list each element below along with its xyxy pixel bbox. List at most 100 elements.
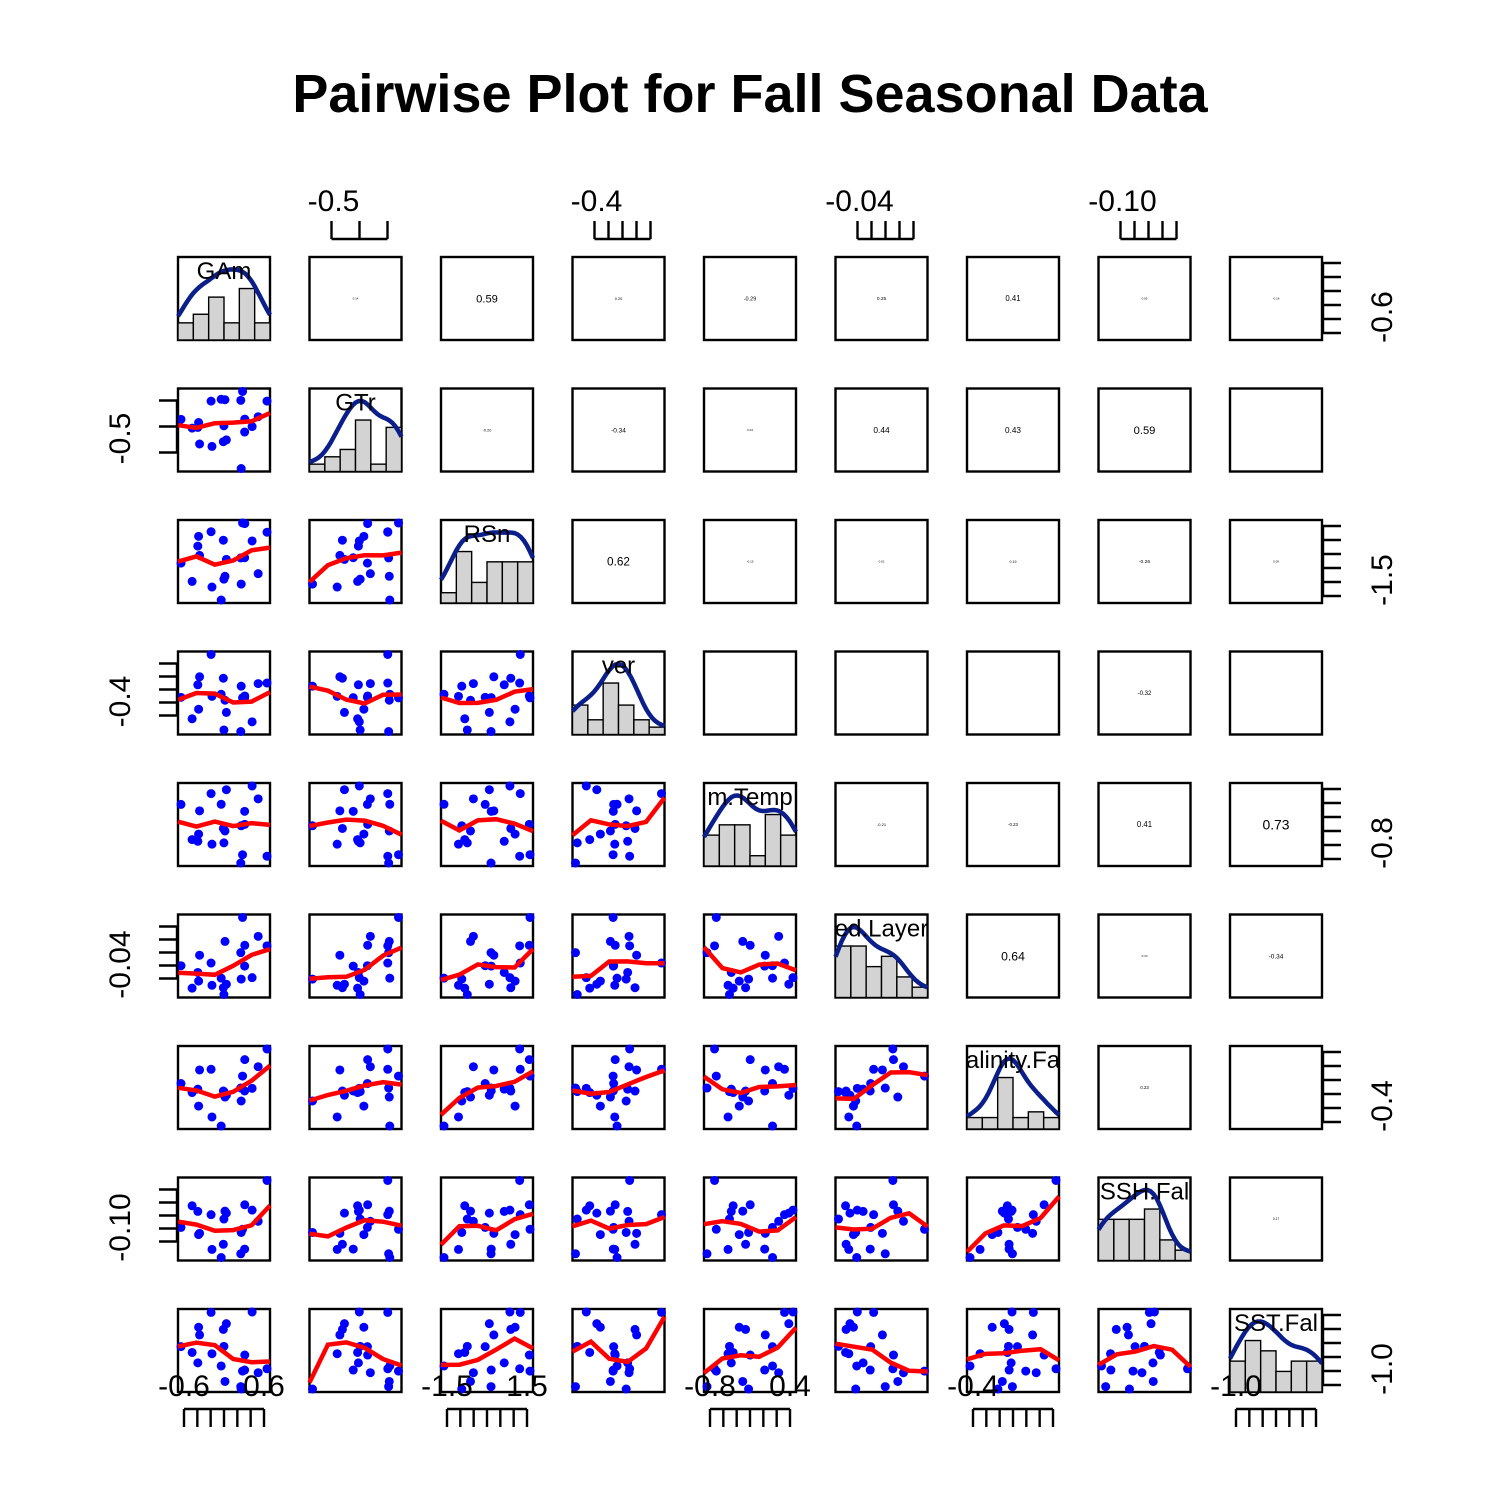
- data-point: [711, 1224, 721, 1234]
- data-point: [193, 1358, 203, 1368]
- data-point: [195, 950, 205, 960]
- histogram-bar: [177, 322, 195, 341]
- variable-label: GTr: [335, 390, 375, 417]
- data-point: [510, 1230, 520, 1240]
- data-point: [623, 1206, 633, 1216]
- data-point: [236, 974, 246, 984]
- data-point: [332, 1112, 342, 1122]
- data-point: [216, 595, 226, 605]
- panel-frame: [965, 387, 1061, 473]
- data-point: [385, 1121, 395, 1131]
- data-point: [1128, 1366, 1138, 1376]
- histogram-bar: [718, 824, 736, 867]
- data-point: [359, 704, 369, 714]
- histogram-bar: [648, 726, 666, 736]
- histogram-bar: [253, 322, 271, 341]
- data-point: [506, 1239, 516, 1249]
- data-point: [216, 799, 226, 809]
- correlation-value: 0.20: [615, 297, 622, 301]
- data-point: [219, 990, 229, 999]
- data-point: [745, 1200, 755, 1210]
- data-point: [632, 950, 642, 960]
- data-point: [505, 781, 515, 791]
- data-point: [486, 1382, 496, 1392]
- data-point: [888, 1176, 898, 1185]
- data-point: [236, 1384, 246, 1394]
- data-point: [359, 1322, 369, 1332]
- panel-frame: [702, 255, 798, 342]
- data-point: [630, 1239, 640, 1249]
- variable-label: ver: [602, 653, 635, 680]
- correlation-value: 0.73: [1262, 816, 1289, 832]
- data-point: [888, 1055, 898, 1065]
- data-point: [384, 1083, 394, 1093]
- left-tick-label: -0.4: [104, 676, 137, 728]
- panel-frame: [308, 913, 403, 999]
- panel-r2-c6: 0.44: [834, 387, 929, 473]
- bottom-tick-label: -1.5: [421, 1370, 473, 1403]
- data-point: [216, 394, 226, 404]
- data-point: [1007, 1382, 1017, 1392]
- correlation-value: 0.23: [1140, 1085, 1149, 1090]
- data-point: [710, 1044, 720, 1054]
- data-point: [845, 1208, 855, 1218]
- data-point: [1031, 1368, 1041, 1378]
- data-point: [195, 672, 205, 682]
- data-point: [206, 527, 216, 537]
- panel-r5-c9: 0.73: [1228, 781, 1324, 868]
- data-point: [240, 427, 250, 437]
- panel-r5-c2: [308, 781, 403, 868]
- panel-frame: [834, 1307, 929, 1394]
- panel-r6-c5: [702, 913, 798, 999]
- data-point: [779, 1210, 789, 1220]
- data-point: [1111, 1324, 1121, 1334]
- histogram-bar: [703, 834, 721, 867]
- panel-r9-c4: [571, 1307, 667, 1394]
- data-point: [308, 1384, 317, 1394]
- smoother-line: [1097, 1343, 1193, 1369]
- panel-r2-c2: GTr: [308, 387, 404, 473]
- data-point: [965, 1361, 975, 1371]
- data-point: [608, 961, 618, 971]
- data-point: [869, 1307, 879, 1317]
- panel-frame: [965, 1176, 1061, 1262]
- data-point: [218, 1239, 228, 1249]
- panel-frame: [1097, 387, 1192, 473]
- data-point: [768, 1361, 778, 1371]
- data-point: [348, 961, 358, 971]
- correlation-value: 0.43: [1005, 426, 1021, 435]
- smoother-line: [440, 1336, 535, 1368]
- data-point: [468, 1368, 478, 1378]
- panel-r7-c4: [571, 1044, 666, 1131]
- data-point: [515, 678, 525, 688]
- smoother-line: [177, 1340, 271, 1365]
- data-point: [363, 1200, 373, 1210]
- data-point: [612, 1121, 622, 1131]
- panel-r5-c8: 0.41: [1097, 781, 1192, 868]
- data-point: [852, 1121, 862, 1131]
- smoother-line: [309, 1217, 402, 1239]
- data-point: [206, 1307, 216, 1317]
- left-tick-label: -0.10: [104, 1193, 137, 1261]
- data-point: [612, 1253, 622, 1262]
- data-point: [383, 958, 393, 968]
- data-point: [524, 1350, 534, 1360]
- data-point: [851, 1384, 861, 1394]
- smoother-line: [966, 1346, 1061, 1363]
- data-point: [499, 1358, 509, 1368]
- data-point: [624, 931, 634, 941]
- panel-frame: [1228, 1044, 1324, 1131]
- correlation-value: -0.34: [611, 427, 626, 434]
- histogram-bar: [633, 719, 650, 736]
- data-point: [738, 1206, 748, 1216]
- histogram-bar: [1159, 1239, 1176, 1262]
- panel-frame: [1228, 387, 1324, 473]
- data-point: [207, 980, 217, 990]
- density-curve: [439, 530, 536, 581]
- histogram-bar: [865, 965, 883, 999]
- data-point: [515, 941, 525, 951]
- panel-frame: [571, 518, 666, 605]
- data-point: [218, 535, 228, 545]
- density-curve: [176, 267, 272, 318]
- data-point: [745, 1055, 755, 1065]
